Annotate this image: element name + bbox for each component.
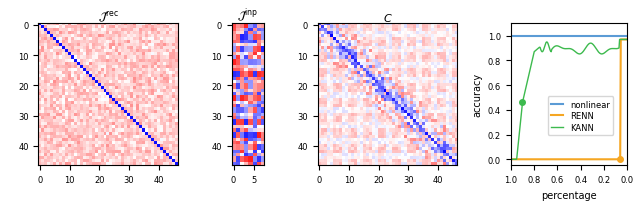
Line: RENN: RENN	[511, 40, 627, 160]
X-axis label: percentage: percentage	[541, 190, 597, 200]
nonlinear	[511, 35, 519, 38]
nonlinear	[514, 35, 522, 38]
nonlinear	[613, 35, 621, 38]
RENN	[617, 39, 625, 41]
nonlinear	[623, 35, 631, 38]
KANN	[538, 51, 546, 54]
Legend: nonlinear, RENN, KANN: nonlinear, RENN, KANN	[548, 97, 613, 135]
RENN	[613, 158, 621, 161]
RENN	[623, 39, 631, 41]
KANN	[514, 147, 522, 149]
nonlinear	[538, 35, 546, 38]
nonlinear	[507, 35, 515, 38]
Y-axis label: accuracy: accuracy	[472, 73, 483, 117]
KANN	[511, 158, 519, 161]
Title: $C$: $C$	[383, 12, 392, 23]
KANN	[623, 39, 631, 41]
KANN	[529, 58, 536, 61]
Title: $\mathcal{J}^\mathrm{rec}$: $\mathcal{J}^\mathrm{rec}$	[98, 9, 118, 24]
RENN	[511, 158, 519, 161]
nonlinear	[618, 35, 625, 38]
RENN	[507, 158, 515, 161]
KANN	[616, 39, 623, 41]
KANN	[618, 39, 626, 41]
RENN	[538, 158, 546, 161]
KANN	[507, 158, 515, 161]
RENN	[514, 158, 522, 161]
nonlinear	[529, 35, 536, 38]
KANN	[613, 48, 621, 50]
Line: KANN: KANN	[511, 40, 627, 160]
RENN	[529, 158, 536, 161]
Title: $\mathcal{J}^\mathrm{inp}$: $\mathcal{J}^\mathrm{inp}$	[237, 6, 258, 24]
RENN	[618, 39, 626, 41]
